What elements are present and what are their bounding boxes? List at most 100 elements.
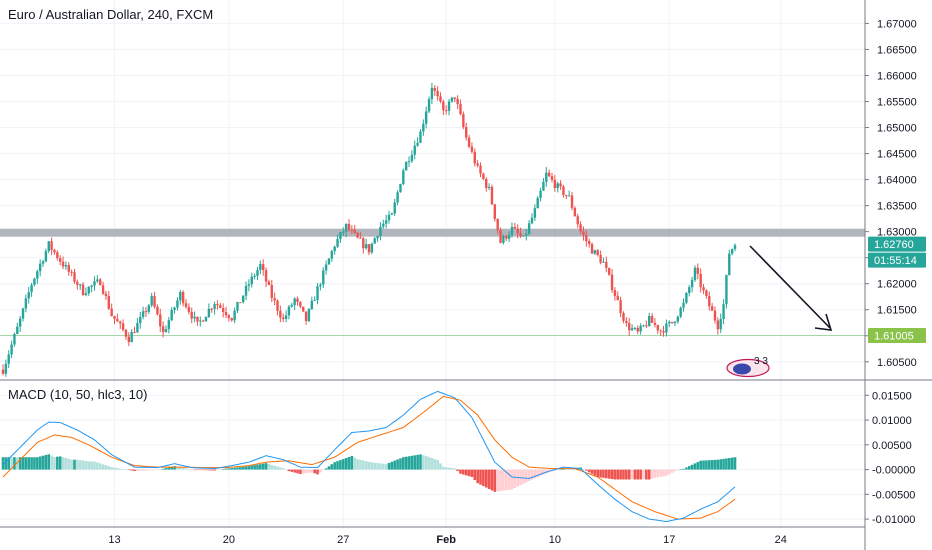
macd-histogram-bar (176, 466, 179, 470)
macd-histogram-bar (4, 457, 8, 470)
candle-body (693, 267, 697, 280)
candle-body (256, 270, 259, 276)
macd-histogram-bar (38, 456, 42, 470)
macd-histogram-bar (590, 469, 594, 474)
candle-body (161, 326, 165, 333)
macd-histogram-bar (144, 469, 148, 471)
candle-body (505, 235, 508, 239)
candle-body (656, 324, 659, 331)
macd-histogram-bar (301, 469, 305, 474)
candle-body (7, 354, 10, 364)
candle-body (439, 96, 442, 102)
candle-body (668, 321, 671, 324)
candle-body (282, 317, 285, 320)
macd-histogram-bar (396, 459, 399, 470)
macd-histogram-bar (178, 467, 182, 470)
macd-histogram-bar (93, 461, 96, 470)
candle-body (250, 276, 253, 285)
macd-histogram-bar (61, 457, 65, 470)
candle-body (30, 284, 33, 293)
candle-body (542, 181, 545, 191)
macd-histogram-bar (733, 457, 737, 470)
macd-histogram-bar (370, 462, 374, 470)
candle-body (259, 264, 262, 271)
macd-histogram-bar (693, 463, 697, 470)
macd-histogram-bar (573, 469, 577, 470)
candle-body (510, 226, 514, 235)
macd-histogram-bar (187, 469, 191, 470)
macd-histogram-bar (479, 469, 482, 485)
macd-histogram-bar (559, 468, 562, 470)
candle-body (110, 308, 113, 316)
candle-body (613, 290, 617, 296)
current-price-label: 1.62760 (874, 239, 914, 251)
candle-body (573, 207, 577, 217)
candle-body (219, 305, 222, 308)
candle-body (139, 316, 142, 324)
candle-body (479, 165, 482, 174)
candle-body (153, 296, 156, 307)
macd-histogram-bar (313, 469, 316, 474)
candle-body (353, 229, 356, 233)
macd-histogram-bar (582, 469, 585, 470)
macd-histogram-bar (27, 457, 31, 470)
candle-body (156, 306, 159, 315)
candle-body (456, 98, 459, 105)
candle-body (227, 315, 231, 319)
macd-histogram-bar (470, 469, 474, 478)
candle-body (213, 304, 216, 309)
candle-body (270, 284, 273, 299)
candle-body (170, 309, 173, 321)
candle-body (379, 226, 382, 237)
macd-histogram-bar (136, 469, 139, 471)
candle-body (559, 183, 562, 187)
candle-body (545, 172, 548, 182)
macd-histogram-bar (522, 469, 525, 484)
candle-body (665, 323, 668, 333)
candle-body (64, 265, 68, 267)
candle-body (536, 197, 539, 209)
macd-histogram-bar (321, 469, 325, 471)
candle-body (362, 238, 365, 249)
macd-histogram-bar (422, 455, 425, 470)
candle-body (539, 190, 542, 198)
candle-body (696, 267, 700, 274)
macd-histogram-bar (613, 469, 617, 480)
candle-body (570, 195, 574, 208)
price-candles (1, 82, 737, 377)
candle-body (47, 241, 50, 252)
candle-body (342, 231, 345, 233)
candle-body (101, 285, 105, 294)
macd-histogram-bar (722, 458, 725, 470)
badge-icon[interactable]: 3 3 (726, 356, 770, 378)
macd-histogram-bar (47, 454, 51, 470)
candle-body (653, 322, 657, 325)
macd-histogram-bar (21, 457, 25, 470)
candle-body (210, 308, 213, 310)
candle-body (465, 127, 468, 138)
macd-histogram-bar (281, 468, 285, 470)
candle-body (196, 316, 199, 322)
macd-histogram-bar (444, 467, 448, 470)
candle-body (144, 311, 148, 313)
macd-histogram-bar (327, 466, 331, 470)
macd-histogram-bar (13, 457, 16, 470)
candle-body (459, 104, 462, 115)
candle-body (262, 264, 265, 271)
macd-histogram-bar (496, 469, 499, 492)
candle-body (562, 186, 565, 196)
candle-body (424, 111, 428, 124)
candle-body (722, 304, 725, 320)
down-right-arrow-icon[interactable] (749, 245, 833, 331)
candle-body (167, 320, 171, 330)
price-tick-label: 1.65000 (877, 123, 917, 135)
macd-histogram-bar (725, 458, 728, 470)
candle-body (485, 178, 488, 188)
candle-body (287, 306, 291, 316)
macd-histogram-bar (15, 457, 19, 470)
time-tick-label: 27 (337, 534, 349, 546)
candle-body (396, 192, 399, 203)
candle-body (525, 233, 528, 236)
macd-histogram-bar (676, 469, 680, 471)
